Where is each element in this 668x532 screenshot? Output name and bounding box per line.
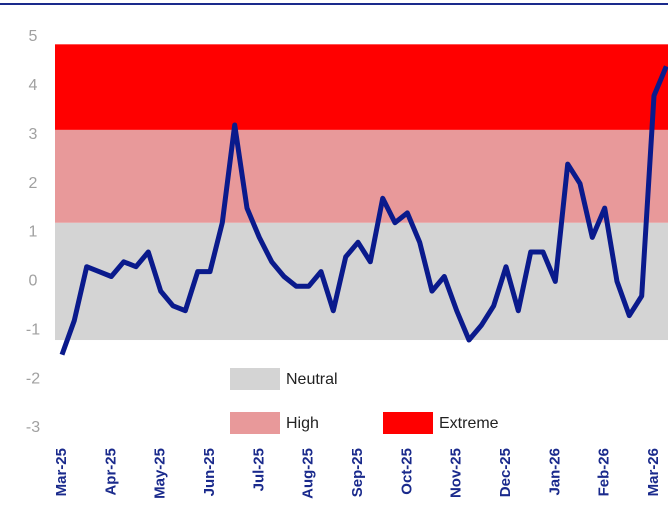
x-tick-label: Nov-25 [448, 448, 465, 498]
y-tick-label: 3 [29, 126, 38, 143]
x-tick-label: Mar-25 [53, 448, 70, 496]
series-line [59, 65, 668, 356]
band [55, 222, 668, 341]
legend-swatch [230, 412, 280, 434]
legend-label: Extreme [439, 415, 499, 432]
x-tick-label: May-25 [152, 448, 169, 499]
x-tick-label: Aug-25 [300, 448, 317, 499]
x-tick-label: Dec-25 [497, 448, 514, 497]
x-tick-label: Sep-25 [349, 448, 366, 497]
y-tick-label: 5 [29, 28, 38, 45]
x-tick-label: Jun-25 [201, 448, 218, 496]
x-tick-label: Mar-26 [645, 448, 662, 496]
legend-label: High [286, 415, 319, 432]
y-tick-label: -3 [26, 419, 40, 436]
y-tick-label: -1 [26, 321, 40, 338]
x-tick-label: Jul-25 [250, 448, 267, 491]
y-tick-label: 4 [29, 77, 38, 94]
x-tick-label: Apr-25 [102, 448, 119, 496]
band [55, 44, 668, 130]
x-tick-label: Jan-26 [546, 448, 563, 496]
legend-label: Neutral [286, 371, 338, 388]
legend-swatch [230, 368, 280, 390]
y-tick-label: -2 [26, 370, 40, 387]
x-tick-label: Feb-26 [596, 448, 613, 496]
y-tick-label: 0 [29, 273, 38, 290]
legend-swatch [383, 412, 433, 434]
y-tick-label: 2 [29, 175, 38, 192]
x-tick-label: Oct-25 [398, 448, 415, 495]
y-tick-label: 1 [29, 224, 38, 241]
